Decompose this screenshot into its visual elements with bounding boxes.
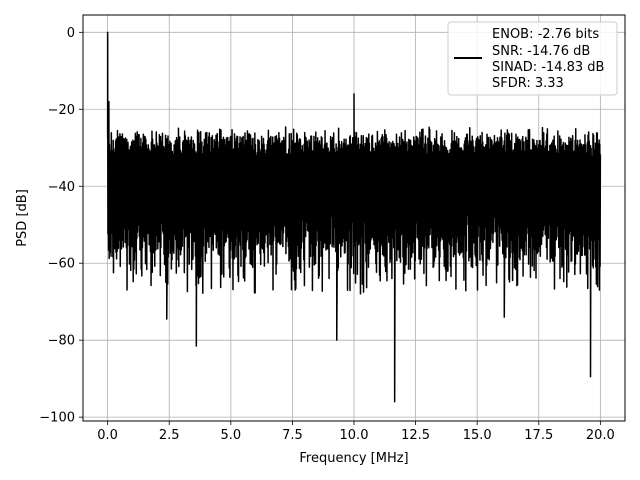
y-axis-label: PSD [dB] — [15, 189, 30, 247]
psd-line — [106, 31, 602, 403]
y-tick-label: −40 — [48, 180, 75, 195]
x-tick-label: 7.5 — [282, 428, 303, 443]
x-tick-label: 20.0 — [586, 428, 615, 443]
y-tick-label: −80 — [48, 334, 75, 349]
y-tick-label: −60 — [48, 257, 75, 272]
legend-entry-sfdr: SFDR: 3.33 — [492, 76, 564, 91]
legend-entry-snr: SNR: -14.76 dB — [492, 44, 590, 59]
y-tick-label: −20 — [48, 103, 75, 118]
legend: ENOB: -2.76 bits SNR: -14.76 dB SINAD: -… — [447, 21, 618, 96]
x-axis-ticks: 0.0 2.5 5.0 7.5 10.0 12.5 15.0 17.5 20.0 — [97, 421, 615, 443]
legend-entry-enob: ENOB: -2.76 bits — [492, 27, 599, 42]
y-axis-ticks: 0 −20 −40 −60 −80 −100 — [39, 26, 83, 426]
x-tick-label: 17.5 — [524, 428, 553, 443]
y-tick-label: −100 — [39, 411, 75, 426]
x-tick-label: 10.0 — [340, 428, 369, 443]
x-tick-label: 15.0 — [463, 428, 492, 443]
x-tick-label: 12.5 — [401, 428, 430, 443]
y-tick-label: 0 — [67, 26, 75, 41]
x-tick-label: 0.0 — [97, 428, 118, 443]
legend-box — [447, 21, 618, 96]
x-tick-label: 2.5 — [159, 428, 180, 443]
x-axis-label: Frequency [MHz] — [299, 451, 408, 466]
legend-entry-sinad: SINAD: -14.83 dB — [492, 60, 604, 75]
psd-series — [106, 31, 602, 403]
x-tick-label: 5.0 — [220, 428, 241, 443]
